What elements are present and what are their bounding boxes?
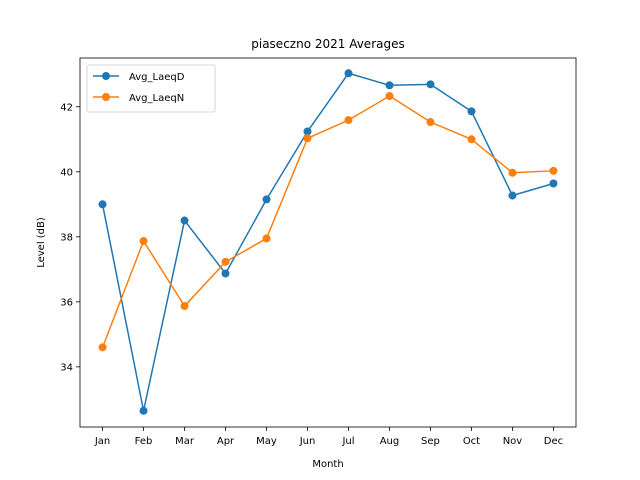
data-point: [221, 257, 230, 266]
series-Avg_LaeqD: [98, 69, 558, 415]
data-point: [262, 234, 271, 243]
x-axis: Jan Feb Mar Apr May Jun Jul Aug Sep Oct Nov Dec: [94, 427, 563, 447]
x-tick-label: Mar: [175, 436, 195, 447]
x-tick-label: Nov: [503, 436, 523, 447]
data-point: [549, 166, 558, 175]
data-point: [98, 200, 107, 209]
y-tick-label: 36: [60, 297, 73, 308]
x-tick-label: Apr: [217, 436, 235, 447]
x-tick-label: Jun: [299, 436, 316, 447]
data-point: [385, 81, 394, 90]
data-point: [262, 195, 271, 204]
y-axis-label: Level (dB): [36, 217, 47, 268]
legend-label: Avg_LaeqD: [129, 72, 185, 83]
legend: Avg_LaeqD Avg_LaeqN: [86, 64, 216, 113]
data-point: [344, 116, 353, 125]
data-point: [139, 237, 148, 246]
data-point: [303, 127, 312, 136]
legend-item: Avg_LaeqN: [93, 93, 184, 104]
data-point: [180, 216, 189, 225]
x-tick-label: Aug: [380, 436, 400, 447]
y-tick-label: 40: [60, 167, 73, 178]
x-tick-label: Sep: [421, 436, 440, 447]
series-line: [101, 72, 554, 412]
data-point: [180, 302, 189, 311]
data-point: [508, 191, 517, 200]
x-axis-label: Month: [312, 459, 343, 470]
x-tick-label: Jan: [94, 436, 110, 447]
y-tick-label: 42: [60, 102, 73, 113]
data-point: [467, 107, 476, 116]
y-tick-label: 38: [60, 232, 73, 243]
y-axis: 34 36 38 40 42: [60, 102, 80, 373]
data-point: [344, 69, 353, 78]
data-point: [139, 406, 148, 415]
series-line: [101, 95, 554, 348]
data-point: [426, 80, 435, 89]
legend-swatch-marker: [102, 93, 110, 101]
data-point: [98, 343, 107, 352]
x-tick-label: Feb: [135, 436, 153, 447]
chart-title: piaseczno 2021 Averages: [251, 37, 404, 51]
y-tick-label: 34: [60, 362, 73, 373]
series-Avg_LaeqN: [98, 92, 558, 352]
x-tick-label: Oct: [463, 436, 480, 447]
x-tick-label: Dec: [544, 436, 563, 447]
data-point: [385, 92, 394, 101]
data-point: [508, 168, 517, 177]
data-point: [467, 135, 476, 144]
x-tick-label: Jul: [341, 436, 354, 447]
legend-label: Avg_LaeqN: [129, 93, 184, 104]
data-point: [221, 269, 230, 278]
legend-swatch-marker: [102, 72, 110, 80]
legend-item: Avg_LaeqD: [93, 72, 185, 83]
series-layer: [98, 69, 558, 415]
x-tick-label: May: [256, 436, 277, 447]
plot-area: [79, 57, 577, 428]
data-point: [303, 134, 312, 143]
data-point: [549, 179, 558, 188]
data-point: [426, 118, 435, 127]
